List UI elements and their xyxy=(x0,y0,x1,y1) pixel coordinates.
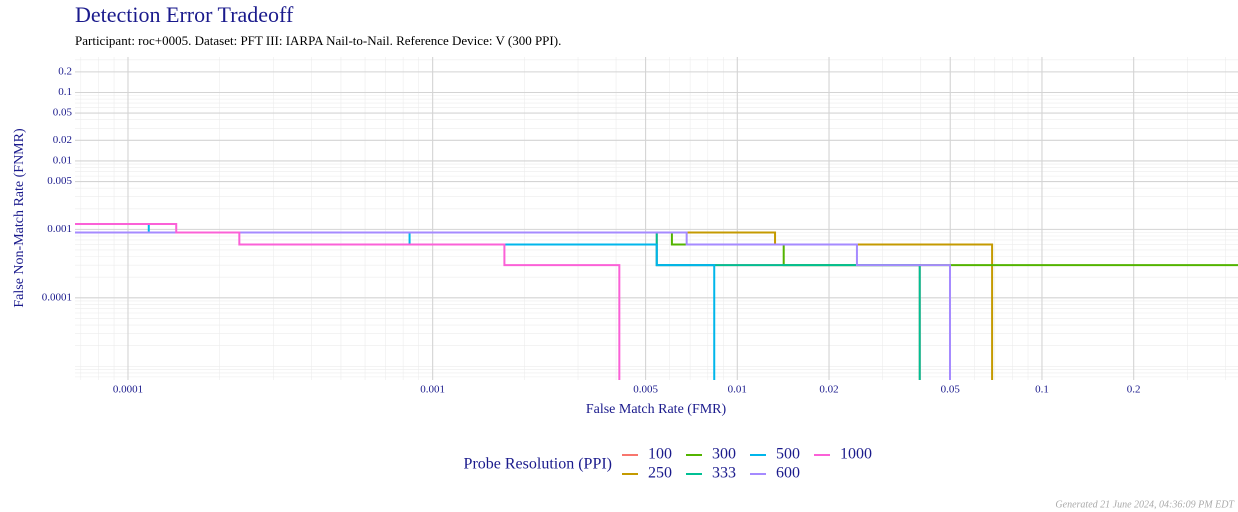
legend-label: 600 xyxy=(776,465,800,482)
chart-title: Detection Error Tradeoff xyxy=(75,2,294,27)
legend-label: 1000 xyxy=(840,446,872,463)
x-tick-label: 0.0001 xyxy=(113,384,143,396)
x-tick-label: 0.005 xyxy=(633,384,658,396)
series-line xyxy=(75,231,951,380)
plot-lines xyxy=(75,222,1238,380)
y-tick-label: 0.05 xyxy=(53,107,73,119)
y-tick-label: 0.0001 xyxy=(42,291,72,303)
chart-subtitle: Participant: roc+0005. Dataset: PFT III:… xyxy=(75,33,561,48)
y-tick-label: 0.1 xyxy=(58,86,72,98)
x-tick-label: 0.001 xyxy=(420,384,445,396)
series-line xyxy=(75,222,621,380)
x-tick-label: 0.2 xyxy=(1127,384,1141,396)
y-tick-label: 0.01 xyxy=(53,154,72,166)
x-axis-title: False Match Rate (FMR) xyxy=(586,402,727,417)
x-tick-label: 0.01 xyxy=(728,384,747,396)
legend-label: 500 xyxy=(776,446,800,463)
legend-title: Probe Resolution (PPI) xyxy=(464,456,612,473)
legend-label: 300 xyxy=(712,446,736,463)
y-tick-label: 0.005 xyxy=(47,175,72,187)
y-axis-title: False Non-Match Rate (FNMR) xyxy=(12,128,27,308)
legend-label: 100 xyxy=(648,446,672,463)
y-tick-label: 0.02 xyxy=(53,134,72,146)
x-tick-label: 0.02 xyxy=(819,384,838,396)
grid xyxy=(75,57,1238,380)
legend-label: 333 xyxy=(712,465,736,482)
x-tick-label: 0.05 xyxy=(941,384,961,396)
legend-label: 250 xyxy=(648,465,672,482)
y-tick-label: 0.2 xyxy=(58,65,72,77)
y-tick-label: 0.001 xyxy=(47,223,72,235)
x-tick-label: 0.1 xyxy=(1035,384,1049,396)
caption: Generated 21 June 2024, 04:36:09 PM EDT xyxy=(1055,499,1235,510)
